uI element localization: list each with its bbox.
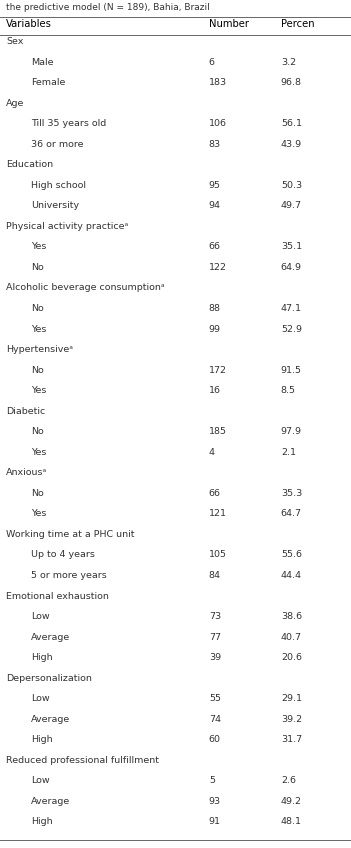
Text: 43.9: 43.9 [281, 140, 302, 148]
Text: the predictive model (N = 189), Bahia, Brazil: the predictive model (N = 189), Bahia, B… [6, 3, 210, 12]
Text: 47.1: 47.1 [281, 304, 302, 313]
Text: 2.1: 2.1 [281, 448, 296, 457]
Text: 99: 99 [209, 325, 221, 333]
Text: 106: 106 [209, 120, 227, 128]
Text: Age: Age [6, 98, 25, 108]
Text: Yes: Yes [31, 325, 46, 333]
Text: 105: 105 [209, 550, 227, 560]
Text: 55: 55 [209, 695, 221, 703]
Text: Sex: Sex [6, 37, 24, 46]
Text: 35.1: 35.1 [281, 243, 302, 251]
Text: 5 or more years: 5 or more years [31, 571, 107, 580]
Text: 44.4: 44.4 [281, 571, 302, 580]
Text: 40.7: 40.7 [281, 633, 302, 642]
Text: Working time at a PHC unit: Working time at a PHC unit [6, 530, 135, 539]
Text: University: University [31, 201, 79, 210]
Text: No: No [31, 488, 44, 498]
Text: 39.2: 39.2 [281, 715, 302, 724]
Text: 97.9: 97.9 [281, 427, 302, 436]
Text: Yes: Yes [31, 448, 46, 457]
Text: 77: 77 [209, 633, 221, 642]
Text: 122: 122 [209, 263, 227, 272]
Text: 66: 66 [209, 243, 221, 251]
Text: 16: 16 [209, 386, 221, 395]
Text: 48.1: 48.1 [281, 817, 302, 827]
Text: 49.7: 49.7 [281, 201, 302, 210]
Text: 36 or more: 36 or more [31, 140, 84, 148]
Text: Hypertensiveᵃ: Hypertensiveᵃ [6, 345, 73, 354]
Text: Yes: Yes [31, 243, 46, 251]
Text: Average: Average [31, 797, 70, 806]
Text: 60: 60 [209, 735, 221, 745]
Text: 121: 121 [209, 510, 227, 518]
Text: 38.6: 38.6 [281, 612, 302, 621]
Text: Physical activity practiceᵃ: Physical activity practiceᵃ [6, 222, 128, 231]
Text: 31.7: 31.7 [281, 735, 302, 745]
Text: 95: 95 [209, 181, 221, 190]
Text: 56.1: 56.1 [281, 120, 302, 128]
Text: 84: 84 [209, 571, 221, 580]
Text: 8.5: 8.5 [281, 386, 296, 395]
Text: High: High [31, 735, 53, 745]
Text: Up to 4 years: Up to 4 years [31, 550, 95, 560]
Text: 5: 5 [209, 777, 215, 785]
Text: Average: Average [31, 633, 70, 642]
Text: 185: 185 [209, 427, 227, 436]
Text: Variables: Variables [6, 19, 52, 29]
Text: No: No [31, 263, 44, 272]
Text: 6: 6 [209, 58, 215, 66]
Text: High school: High school [31, 181, 86, 190]
Text: No: No [31, 427, 44, 436]
Text: 4: 4 [209, 448, 215, 457]
Text: 83: 83 [209, 140, 221, 148]
Text: 50.3: 50.3 [281, 181, 302, 190]
Text: Female: Female [31, 78, 65, 87]
Text: Number: Number [209, 19, 249, 29]
Text: No: No [31, 304, 44, 313]
Text: 35.3: 35.3 [281, 488, 302, 498]
Text: 64.9: 64.9 [281, 263, 302, 272]
Text: 29.1: 29.1 [281, 695, 302, 703]
Text: 3.2: 3.2 [281, 58, 296, 66]
Text: Low: Low [31, 695, 49, 703]
Text: 96.8: 96.8 [281, 78, 302, 87]
Text: Emotional exhaustion: Emotional exhaustion [6, 592, 109, 600]
Text: Yes: Yes [31, 510, 46, 518]
Text: 91.5: 91.5 [281, 365, 302, 375]
Text: High: High [31, 817, 53, 827]
Text: No: No [31, 365, 44, 375]
Text: Education: Education [6, 160, 53, 170]
Text: Percen: Percen [281, 19, 314, 29]
Text: Low: Low [31, 777, 49, 785]
Text: 88: 88 [209, 304, 221, 313]
Text: 39: 39 [209, 653, 221, 662]
Text: Diabetic: Diabetic [6, 407, 46, 416]
Text: 2.6: 2.6 [281, 777, 296, 785]
Text: Till 35 years old: Till 35 years old [31, 120, 106, 128]
Text: Yes: Yes [31, 386, 46, 395]
Text: Reduced professional fulfillment: Reduced professional fulfillment [6, 756, 159, 765]
Text: 52.9: 52.9 [281, 325, 302, 333]
Text: 20.6: 20.6 [281, 653, 302, 662]
Text: 93: 93 [209, 797, 221, 806]
Text: Anxiousᵃ: Anxiousᵃ [6, 468, 48, 477]
Text: 55.6: 55.6 [281, 550, 302, 560]
Text: Alcoholic beverage consumptionᵃ: Alcoholic beverage consumptionᵃ [6, 283, 165, 293]
Text: Average: Average [31, 715, 70, 724]
Text: 94: 94 [209, 201, 221, 210]
Text: Male: Male [31, 58, 53, 66]
Text: 73: 73 [209, 612, 221, 621]
Text: 49.2: 49.2 [281, 797, 302, 806]
Text: 183: 183 [209, 78, 227, 87]
Text: 172: 172 [209, 365, 227, 375]
Text: High: High [31, 653, 53, 662]
Text: 64.7: 64.7 [281, 510, 302, 518]
Text: 74: 74 [209, 715, 221, 724]
Text: 66: 66 [209, 488, 221, 498]
Text: Depersonalization: Depersonalization [6, 673, 92, 683]
Text: Low: Low [31, 612, 49, 621]
Text: 91: 91 [209, 817, 221, 827]
